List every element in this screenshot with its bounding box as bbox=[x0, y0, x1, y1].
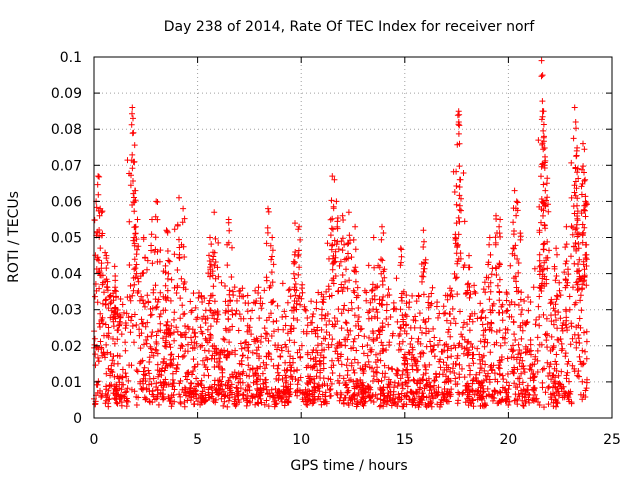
y-tick-label: 0.01 bbox=[51, 375, 82, 391]
y-tick-label: 0.09 bbox=[51, 86, 82, 102]
y-tick-label: 0 bbox=[73, 411, 82, 427]
y-tick-label: 0.07 bbox=[51, 158, 82, 174]
y-tick-label: 0.1 bbox=[60, 50, 82, 66]
x-axis-ticks: 0 5 10 15 20 25 bbox=[90, 57, 621, 448]
x-tick-label: 25 bbox=[603, 432, 621, 448]
x-tick-label: 15 bbox=[396, 432, 414, 448]
y-tick-label: 0.02 bbox=[51, 339, 82, 355]
y-tick-label: 0.05 bbox=[51, 231, 82, 247]
y-axis-ticks: 0 0.01 0.02 0.03 0.04 0.05 0.06 0.07 0.08 0.09 0.1 bbox=[51, 50, 612, 427]
y-tick-label: 0.03 bbox=[51, 303, 82, 319]
x-tick-label: 20 bbox=[499, 432, 517, 448]
x-tick-label: 0 bbox=[90, 432, 99, 448]
y-tick-label: 0.06 bbox=[51, 194, 82, 210]
x-tick-label: 5 bbox=[193, 432, 202, 448]
roti-series-markers bbox=[91, 57, 590, 411]
y-tick-label: 0.08 bbox=[51, 122, 82, 138]
y-tick-label: 0.04 bbox=[51, 267, 82, 283]
y-axis-label: ROTI / TECUs bbox=[6, 191, 22, 283]
x-axis-label: GPS time / hours bbox=[290, 458, 407, 474]
chart-title: Day 238 of 2014, Rate Of TEC Index for r… bbox=[164, 19, 536, 35]
data-points bbox=[91, 57, 590, 411]
x-tick-label: 10 bbox=[292, 432, 310, 448]
